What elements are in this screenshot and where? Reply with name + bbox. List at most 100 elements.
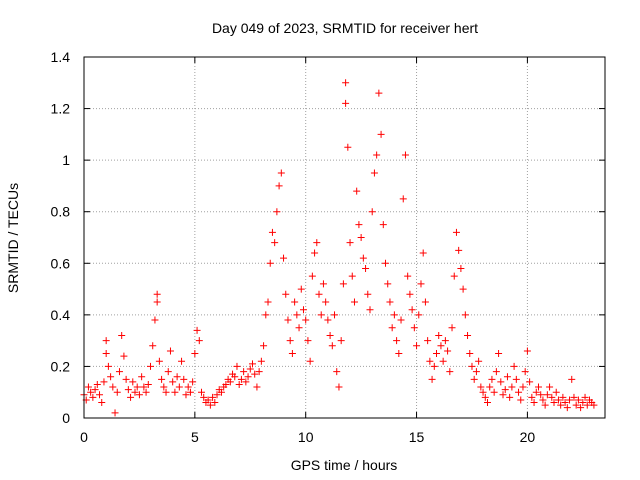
data-point <box>131 388 139 396</box>
data-point <box>135 391 143 399</box>
data-point <box>248 360 256 368</box>
data-point <box>328 342 336 350</box>
data-point <box>548 393 556 401</box>
data-point <box>395 350 403 358</box>
data-point <box>124 386 132 394</box>
data-point <box>557 401 565 409</box>
data-point <box>550 399 558 407</box>
data-point <box>466 350 474 358</box>
data-point <box>266 259 274 267</box>
data-point <box>109 383 117 391</box>
data-point <box>450 272 458 280</box>
data-point <box>237 375 245 383</box>
chart-title: Day 049 of 2023, SRMTID for receiver her… <box>212 20 478 36</box>
data-point <box>421 298 429 306</box>
data-point <box>162 388 170 396</box>
data-point <box>339 280 347 288</box>
data-point <box>322 298 330 306</box>
data-point <box>393 337 401 345</box>
data-point <box>140 383 148 391</box>
y-tick-labels: 0 0.2 0.4 0.6 0.8 1 1.2 1.4 <box>51 49 71 426</box>
data-point <box>102 350 110 358</box>
data-point <box>554 396 562 404</box>
data-point <box>477 383 485 391</box>
data-point <box>91 386 99 394</box>
data-point <box>492 368 500 376</box>
data-point <box>415 311 423 319</box>
data-point <box>96 391 104 399</box>
x-tick-label: 10 <box>298 429 314 445</box>
data-point <box>353 187 361 195</box>
data-point <box>519 383 527 391</box>
data-point <box>315 290 323 298</box>
data-point <box>348 272 356 280</box>
data-point <box>164 368 172 376</box>
data-point <box>166 347 174 355</box>
data-point <box>417 280 425 288</box>
data-point <box>317 311 325 319</box>
axis-ticks <box>83 56 605 419</box>
data-point <box>153 290 161 298</box>
data-point <box>211 399 219 407</box>
data-point <box>169 378 177 386</box>
data-point <box>111 409 119 417</box>
data-point <box>198 388 206 396</box>
data-point <box>311 249 319 257</box>
data-point <box>499 391 507 399</box>
data-point <box>302 316 310 324</box>
data-point <box>373 151 381 159</box>
y-tick-label: 0.2 <box>51 358 71 374</box>
data-point <box>246 365 254 373</box>
data-point <box>401 151 409 159</box>
data-point <box>107 373 115 381</box>
data-point <box>552 388 560 396</box>
data-point <box>100 378 108 386</box>
data-point <box>570 393 578 401</box>
data-point <box>446 368 454 376</box>
data-point <box>464 331 472 339</box>
data-point <box>313 239 321 247</box>
data-point <box>342 99 350 107</box>
data-point <box>377 130 385 138</box>
data-point <box>457 264 465 272</box>
x-tick-label: 20 <box>520 429 536 445</box>
y-tick-label: 0.4 <box>51 307 71 323</box>
y-tick-label: 0 <box>62 410 70 426</box>
data-point <box>304 337 312 345</box>
data-point <box>286 337 294 345</box>
data-point <box>410 324 418 332</box>
data-point <box>528 393 536 401</box>
data-point <box>326 331 334 339</box>
data-point <box>579 399 587 407</box>
data-point <box>375 89 383 97</box>
data-point <box>459 285 467 293</box>
data-point <box>193 326 201 334</box>
data-point <box>563 404 571 412</box>
data-point <box>515 388 523 396</box>
data-point <box>530 399 538 407</box>
y-tick-label: 1.4 <box>51 49 71 65</box>
data-point <box>147 362 155 370</box>
data-point <box>333 368 341 376</box>
data-point <box>468 362 476 370</box>
data-point <box>251 370 259 378</box>
data-point <box>158 375 166 383</box>
data-point <box>115 368 123 376</box>
data-point <box>433 350 441 358</box>
data-point <box>295 324 303 332</box>
data-point <box>120 352 128 360</box>
data-point <box>344 143 352 151</box>
data-point <box>359 254 367 262</box>
data-point <box>590 401 598 409</box>
data-point <box>93 380 101 388</box>
data-point <box>284 316 292 324</box>
data-point <box>444 347 452 355</box>
data-point <box>406 290 414 298</box>
data-point <box>342 79 350 87</box>
plot-frame <box>83 56 606 419</box>
data-point <box>388 324 396 332</box>
data-point <box>104 362 112 370</box>
data-point <box>209 393 217 401</box>
data-point <box>479 388 487 396</box>
data-point <box>541 401 549 409</box>
